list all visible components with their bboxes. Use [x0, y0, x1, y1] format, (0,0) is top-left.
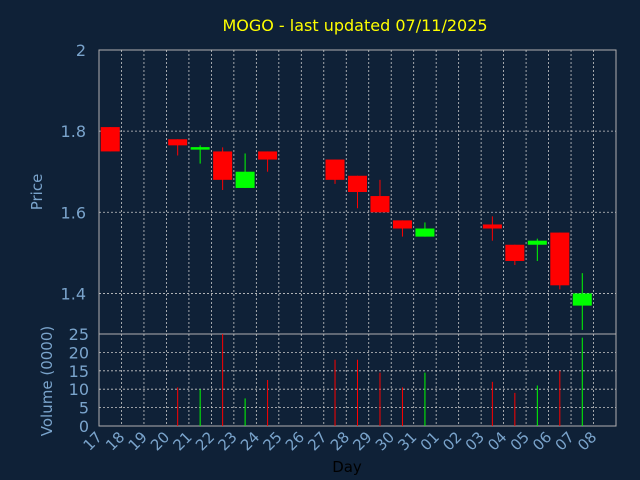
- candles: [100, 127, 592, 330]
- candle-body: [482, 224, 502, 229]
- candle-body: [527, 240, 547, 245]
- candle-body: [348, 175, 367, 192]
- candle-body: [415, 228, 435, 237]
- candle-body: [572, 293, 592, 306]
- x-axis-label: Day: [332, 458, 362, 476]
- volume-axis-label: Volume (0000): [38, 326, 56, 436]
- volume-tick-label: 15: [69, 362, 89, 381]
- candle-body: [213, 151, 233, 180]
- volume-tick-label: 10: [69, 380, 89, 399]
- candle-body: [505, 244, 525, 261]
- price-panel: 1.4 1.6 1.8 2 Price: [28, 41, 617, 335]
- candle-body: [550, 232, 570, 286]
- x-tick-label: 08: [574, 428, 600, 454]
- price-y-ticks: 1.4 1.6 1.8 2: [61, 41, 86, 303]
- price-tick-label: 2: [76, 41, 86, 60]
- candle-body: [168, 139, 188, 146]
- price-grid: [99, 50, 616, 334]
- volume-grid: [99, 334, 616, 426]
- volume-tick-label: 0: [79, 417, 89, 436]
- volume-tick-label: 25: [69, 325, 89, 344]
- candle-body: [392, 220, 412, 229]
- candle-body: [190, 147, 210, 150]
- volume-tick-label: 20: [69, 343, 89, 362]
- volume-bars: [177, 334, 583, 426]
- candle-body: [325, 159, 345, 180]
- candle-body: [100, 127, 120, 152]
- x-ticks: 1718192021222324252627282930310102030405…: [80, 428, 601, 454]
- candle-body: [370, 196, 390, 213]
- price-tick-label: 1.6: [61, 203, 86, 222]
- price-tick-label: 1.8: [61, 122, 86, 141]
- volume-tick-label: 5: [79, 399, 89, 418]
- candle-body: [235, 171, 255, 188]
- chart-title: MOGO - last updated 07/11/2025: [222, 16, 487, 35]
- candle-body: [258, 151, 278, 160]
- price-tick-label: 1.4: [61, 284, 86, 303]
- price-axis-label: Price: [28, 174, 46, 211]
